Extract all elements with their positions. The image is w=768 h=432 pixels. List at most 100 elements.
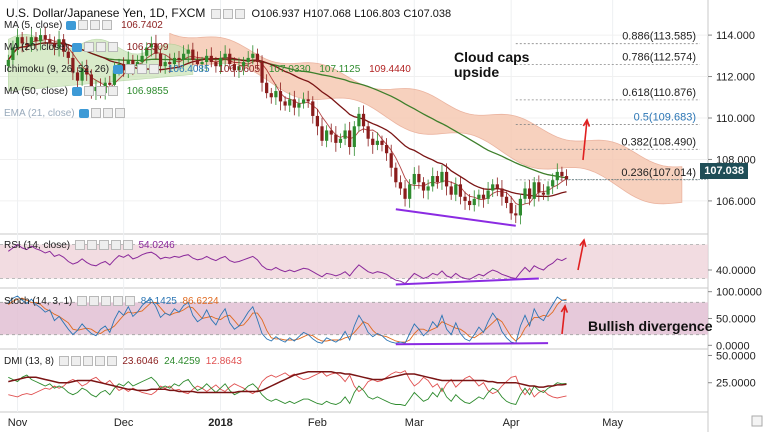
legend-ma20-add-icon[interactable] xyxy=(107,42,118,53)
candle-body-7 xyxy=(38,35,43,42)
legend-ma5-add-icon[interactable] xyxy=(102,20,113,31)
candle-body-58 xyxy=(274,91,278,98)
candle-body-107 xyxy=(500,188,504,197)
candle-body-15 xyxy=(75,72,80,81)
candle-body-102 xyxy=(477,194,481,199)
chart-title-bar: U.S. Dollar/Japanese Yen, 1D, FXCM O106.… xyxy=(6,6,451,20)
rsi-settings-icon[interactable] xyxy=(86,240,97,251)
candle-body-88 xyxy=(412,173,416,185)
legend-ema21-close-icon[interactable] xyxy=(102,108,113,119)
candle-body-91 xyxy=(426,186,430,191)
x-tick-label-4: Mar xyxy=(405,417,424,429)
candle-body-29 xyxy=(140,55,144,63)
legend-ma50-add-icon[interactable] xyxy=(107,86,118,97)
candle-body-73 xyxy=(343,130,347,139)
eye-toggle-icon[interactable] xyxy=(210,8,221,19)
stoch-legend: Stoch (14, 3, 1) 84.1425 86.6224 xyxy=(4,296,219,307)
legend-ma20-label: MA (20, close) xyxy=(4,42,68,53)
dmi-tick-label-0: 50.0000 xyxy=(716,350,756,362)
candle-body-110 xyxy=(514,213,518,216)
candle-body-36 xyxy=(172,57,177,65)
stoch-settings-icon[interactable] xyxy=(89,296,100,307)
candle-body-31 xyxy=(149,43,153,48)
legend-ema21-eye-icon[interactable] xyxy=(78,108,89,118)
close-icon[interactable] xyxy=(234,8,245,19)
candle-body-54 xyxy=(255,53,260,63)
legend-ichimoku-add-icon[interactable] xyxy=(149,64,160,75)
stoch-close-icon[interactable] xyxy=(101,296,112,307)
candle-body-33 xyxy=(158,53,163,67)
legend-ma20-value-0: 106.2309 xyxy=(123,42,169,53)
legend-ma20-eye-icon[interactable] xyxy=(71,42,82,52)
ohlc-open: O106.937 xyxy=(251,8,300,20)
legend-ma5: MA (5, close) 106.7402 xyxy=(4,20,163,31)
candle-body-84 xyxy=(394,167,398,183)
legend-ema21-add-icon[interactable] xyxy=(114,108,125,119)
price-divergence-line xyxy=(395,208,516,227)
stoch-add-icon[interactable] xyxy=(113,296,124,307)
rsi-close-icon[interactable] xyxy=(98,240,109,251)
dmi-label: DMI (13, 8) xyxy=(4,356,55,367)
price-tick-label-4: 106.000 xyxy=(716,196,756,208)
candle-body-39 xyxy=(186,49,190,54)
legend-ma5-settings-icon[interactable] xyxy=(78,20,89,31)
rsi-add-icon[interactable] xyxy=(110,240,121,251)
dmi-add-icon[interactable] xyxy=(94,356,105,367)
candle-body-43 xyxy=(205,55,209,63)
x-tick-label-2: 2018 xyxy=(208,417,232,429)
candle-body-49 xyxy=(232,64,236,71)
stoch-more-icon[interactable] xyxy=(125,296,136,307)
dmi-adx-value: 23.6046 xyxy=(122,356,159,367)
legend-ema21-settings-icon[interactable] xyxy=(90,108,101,119)
candle-body-37 xyxy=(177,57,181,60)
candle-body-47 xyxy=(223,53,227,58)
candle-body-86 xyxy=(403,188,407,199)
candle-body-42 xyxy=(200,62,204,65)
legend-ichimoku-eye-icon[interactable] xyxy=(113,64,124,74)
candle-body-121 xyxy=(564,176,569,180)
candle-body-75 xyxy=(352,126,356,148)
ma5-line xyxy=(7,38,567,206)
legend-ma50-settings-icon[interactable] xyxy=(83,86,94,97)
candle-body-111 xyxy=(518,198,523,216)
legend-ma5-close-icon[interactable] xyxy=(90,20,101,31)
fib-label-0: 0.886(113.585) xyxy=(622,31,696,43)
candle-body-56 xyxy=(265,82,269,94)
candle-body-35 xyxy=(168,62,172,65)
legend-ichimoku-value-3: 107.1125 xyxy=(316,64,361,75)
candle-body-113 xyxy=(527,188,532,199)
candle-body-101 xyxy=(472,198,476,206)
x-tick-label-0: Nov xyxy=(8,417,28,429)
x-tick-label-6: May xyxy=(602,417,623,429)
legend-ma20-settings-icon[interactable] xyxy=(83,42,94,53)
divergence-annotation: Bullish divergence xyxy=(588,318,713,334)
legend-ichimoku: Ichimoku (9, 26, 52, 26) 106.4085 106.06… xyxy=(4,64,411,75)
legend-ichimoku-close-icon[interactable] xyxy=(137,64,148,75)
candle-body-55 xyxy=(260,62,264,83)
fib-label-5: 0.236(107.014) xyxy=(621,167,696,179)
stoch-eye-icon[interactable] xyxy=(77,296,88,307)
candle-body-93 xyxy=(435,176,439,183)
dmi-eye-icon[interactable] xyxy=(58,356,69,367)
candle-body-87 xyxy=(408,184,412,199)
candle-body-65 xyxy=(306,99,310,102)
candle-body-79 xyxy=(371,138,375,145)
legend-ma5-eye-icon[interactable] xyxy=(66,20,77,30)
candle-body-114 xyxy=(532,182,536,199)
legend-ma50-close-icon[interactable] xyxy=(95,86,106,97)
stoch-arrow-head xyxy=(560,304,569,313)
legend-ichimoku-settings-icon[interactable] xyxy=(125,64,136,75)
dmi-close-icon[interactable] xyxy=(82,356,93,367)
rsi-eye-icon[interactable] xyxy=(74,240,85,251)
candle-body-68 xyxy=(320,126,324,141)
settings-icon[interactable] xyxy=(222,8,233,19)
legend-ma50-eye-icon[interactable] xyxy=(71,86,82,96)
candle-body-1 xyxy=(11,47,15,60)
dmi-more-icon[interactable] xyxy=(106,356,117,367)
rsi-more-icon[interactable] xyxy=(122,240,133,251)
axis-settings-icon[interactable] xyxy=(751,415,763,427)
dmi-settings-icon[interactable] xyxy=(70,356,81,367)
legend-ma20-close-icon[interactable] xyxy=(95,42,106,53)
candle-body-23 xyxy=(112,70,117,85)
